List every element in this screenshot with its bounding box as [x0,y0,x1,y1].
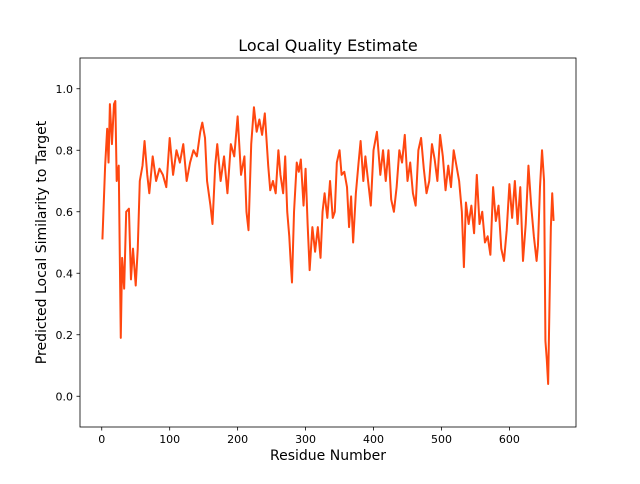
x-tick-label: 100 [159,433,180,446]
x-tick-label: 0 [98,433,105,446]
x-axis-label: Residue Number [270,448,386,464]
data-line [101,100,555,385]
chart-title: Local Quality Estimate [238,36,417,55]
x-tick-label: 600 [499,433,520,446]
y-tick-label: 0.6 [56,206,74,219]
plot-frame [79,57,577,428]
y-tick-label: 1.0 [56,83,74,96]
x-tick-label: 400 [363,433,384,446]
y-tick-label: 0.0 [56,390,74,403]
y-tick-label: 0.8 [56,144,74,157]
y-tick-label: 0.4 [56,267,74,280]
x-tick-label: 200 [227,433,248,446]
y-axis-label: Predicted Local Similarity to Target [34,120,50,364]
y-tick-label: 0.2 [56,329,74,342]
x-tick-label: 500 [431,433,452,446]
x-tick-label: 300 [295,433,316,446]
